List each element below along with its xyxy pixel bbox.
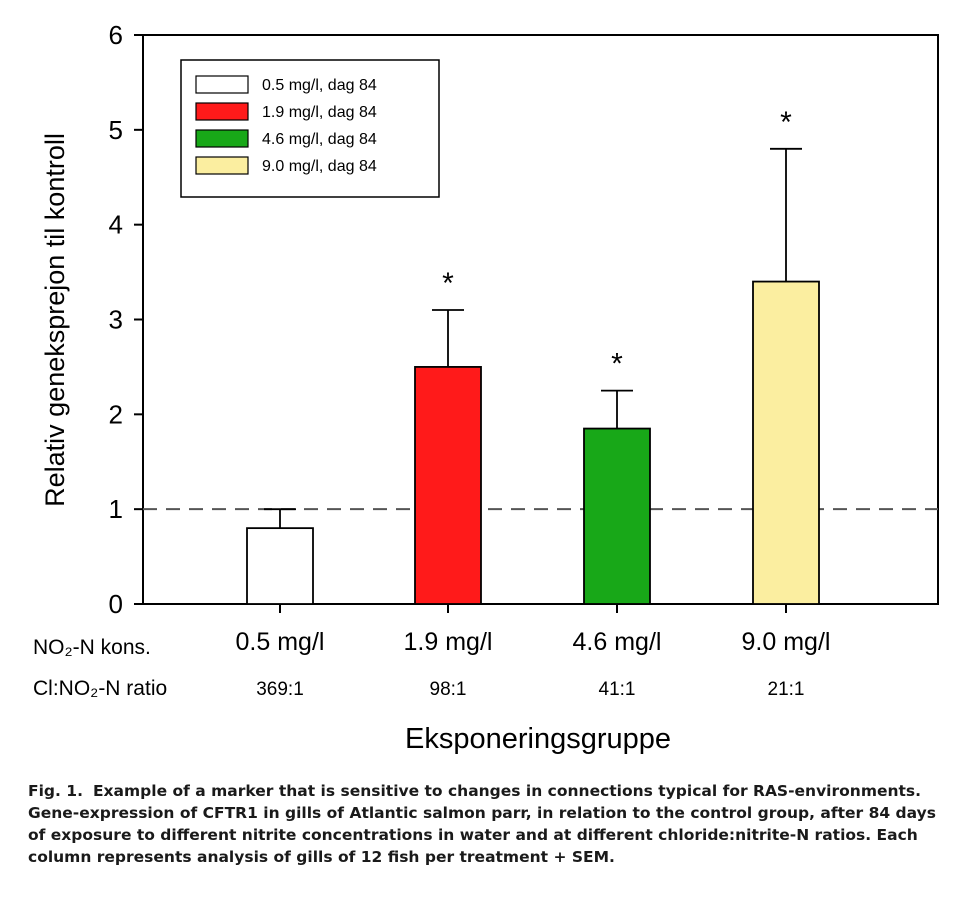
ratio-label: 21:1	[768, 679, 805, 700]
x-tick-label: 1.9 mg/l	[404, 628, 493, 656]
legend-swatch	[195, 75, 249, 94]
ratio-label: 369:1	[256, 679, 304, 700]
y-tick-label: 1	[109, 494, 123, 524]
y-tick-label: 2	[109, 399, 123, 429]
bar-chart: 0 1 2 3 4 5 6 Relativ geneksprejon til kontroll…	[33, 20, 939, 755]
legend-entry: 1.9 mg/l, dag 84	[262, 104, 377, 121]
y-tick-label: 5	[109, 115, 123, 145]
legend-entry: 0.5 mg/l, dag 84	[262, 77, 377, 94]
x-tick-label: 4.6 mg/l	[573, 628, 662, 656]
bar	[752, 280, 820, 605]
significance-marker: *	[442, 267, 454, 300]
legend-entry: 9.0 mg/l, dag 84	[262, 158, 377, 175]
concentration-row-label: NO₂-N kons.	[33, 636, 151, 659]
y-tick-label: 6	[109, 20, 123, 50]
legend-swatch	[195, 129, 249, 148]
significance-marker: *	[611, 348, 623, 381]
significance-marker: *	[780, 106, 792, 139]
x-axis-label: Eksponeringsgruppe	[405, 723, 671, 755]
y-tick-label: 3	[109, 305, 123, 335]
x-tick-label: 9.0 mg/l	[742, 628, 831, 656]
legend-swatch	[195, 102, 249, 121]
bar	[246, 527, 314, 605]
y-axis-label: Relativ geneksprejon til kontroll	[40, 133, 70, 507]
caption-text: Example of a marker that is sensitive to…	[28, 782, 936, 866]
caption-label: Fig. 1.	[28, 782, 83, 800]
y-tick-label: 4	[109, 210, 123, 240]
legend-entry: 4.6 mg/l, dag 84	[262, 131, 377, 148]
plot-area: 0 1 2 3 4 5 6 Relativ geneksprejon til kontroll…	[33, 20, 939, 755]
bar	[414, 366, 482, 605]
bar	[583, 427, 651, 605]
ratio-label: 98:1	[430, 679, 467, 700]
x-tick-label: 0.5 mg/l	[236, 628, 325, 656]
y-tick-label: 0	[109, 589, 123, 619]
legend-swatch	[195, 156, 249, 175]
figure-caption: Fig. 1. Example of a marker that is sensi…	[28, 780, 943, 868]
ratio-row-label: Cl:NO₂-N ratio	[33, 677, 167, 700]
ratio-label: 41:1	[599, 679, 636, 700]
